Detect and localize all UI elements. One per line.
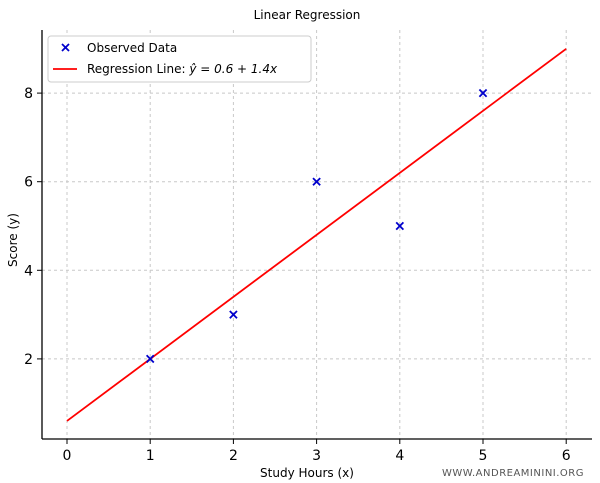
y-tick-label: 4: [24, 263, 33, 279]
legend-line-label: Regression Line: ŷ = 0.6 + 1.4x: [87, 62, 278, 76]
data-point: [229, 310, 238, 319]
legend: Observed Data Regression Line: ŷ = 0.6 +…: [47, 35, 312, 83]
data-point: [145, 354, 155, 364]
data-points-layer: [145, 88, 488, 364]
y-axis-label: Score (y): [6, 213, 20, 267]
x-tick-label: 3: [312, 448, 321, 464]
x-tick-label: 6: [562, 448, 571, 464]
x-tick-label: 5: [479, 448, 488, 464]
y-tick-label: 8: [24, 86, 33, 102]
watermark: WWW.ANDREAMININI.ORG: [442, 468, 584, 479]
data-point: [312, 177, 321, 186]
x-tick-label: 2: [229, 448, 238, 464]
legend-line-label-equation: ŷ = 0.6 + 1.4x: [188, 62, 278, 76]
ticks: 0 1 2 3 4 5 6 2 4 6 8: [24, 86, 571, 464]
x-tick-label: 4: [395, 448, 404, 464]
data-point: [395, 221, 405, 231]
x-tick-label: 1: [146, 448, 155, 464]
legend-box: [47, 35, 312, 83]
chart-title: Linear Regression: [254, 8, 361, 22]
x-tick-label: 0: [63, 448, 72, 464]
legend-line-label-prefix: Regression Line:: [87, 62, 189, 76]
legend-scatter-marker: [61, 43, 70, 52]
y-tick-label: 6: [24, 175, 33, 191]
data-point: [478, 88, 488, 98]
grid: [42, 30, 592, 439]
legend-scatter-label: Observed Data: [87, 41, 177, 55]
x-axis-label: Study Hours (x): [260, 466, 354, 480]
y-tick-label: 2: [24, 352, 33, 368]
